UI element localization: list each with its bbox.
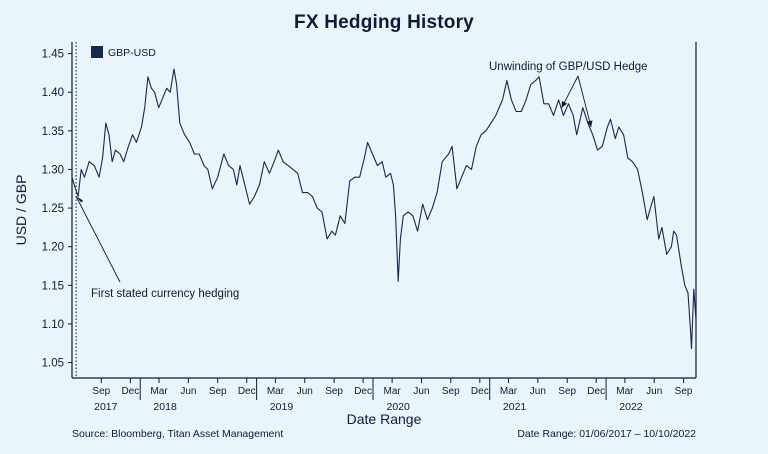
source-note: Source: Bloomberg, Titan Asset Managemen… bbox=[72, 428, 284, 440]
x-tick-label: Dec bbox=[238, 386, 256, 397]
x-tick-label: Mar bbox=[500, 386, 518, 397]
year-label: 2018 bbox=[153, 401, 177, 413]
series-line-gbp-usd bbox=[71, 68, 697, 350]
annotation-arrow-line bbox=[75, 196, 121, 283]
y-axis-title: USD / GBP bbox=[13, 175, 29, 246]
x-tick-label: Dec bbox=[354, 386, 372, 397]
x-tick-label: Dec bbox=[121, 386, 139, 397]
y-tick-label: 1.10 bbox=[42, 319, 64, 331]
x-tick-label: Sep bbox=[209, 386, 227, 397]
x-tick-label: Jun bbox=[530, 386, 546, 397]
x-tick-label: Jun bbox=[646, 386, 662, 397]
x-tick-label: Sep bbox=[92, 386, 110, 397]
chart-title: FX Hedging History bbox=[294, 12, 474, 33]
legend-swatch bbox=[91, 46, 103, 58]
year-label: 2021 bbox=[503, 401, 527, 413]
y-tick-label: 1.05 bbox=[42, 358, 64, 370]
x-tick-label: Jun bbox=[413, 386, 429, 397]
year-label: 2019 bbox=[270, 401, 294, 413]
annotation-text: Unwinding of GBP/USD Hedge bbox=[489, 61, 648, 73]
x-tick-label: Sep bbox=[558, 386, 576, 397]
annotation-text: First stated currency hedging bbox=[91, 288, 239, 300]
annotation-arrow-line bbox=[577, 75, 592, 128]
annotation-arrowhead bbox=[76, 196, 84, 203]
x-tick-label: Jun bbox=[297, 386, 313, 397]
y-tick-label: 1.25 bbox=[42, 203, 64, 215]
y-tick-label: 1.35 bbox=[42, 126, 64, 138]
x-tick-label: Sep bbox=[442, 386, 460, 397]
y-tick-label: 1.40 bbox=[42, 87, 64, 99]
x-tick-label: Dec bbox=[471, 386, 489, 397]
x-tick-label: Sep bbox=[675, 386, 693, 397]
x-tick-label: Mar bbox=[384, 386, 402, 397]
x-axis-title: Date Range bbox=[347, 411, 422, 427]
year-label: 2017 bbox=[94, 401, 118, 413]
year-label: 2020 bbox=[387, 401, 411, 413]
y-tick-label: 1.30 bbox=[42, 164, 64, 176]
x-tick-label: Mar bbox=[150, 386, 168, 397]
y-tick-label: 1.45 bbox=[42, 49, 64, 61]
x-tick-label: Jun bbox=[180, 386, 196, 397]
annotation-arrowhead bbox=[561, 100, 568, 108]
y-tick-label: 1.20 bbox=[42, 242, 64, 254]
x-tick-label: Dec bbox=[587, 386, 605, 397]
y-tick-label: 1.15 bbox=[42, 280, 64, 292]
year-label: 2022 bbox=[619, 401, 643, 413]
x-tick-label: Sep bbox=[325, 386, 343, 397]
x-tick-label: Mar bbox=[616, 386, 634, 397]
annotation-arrowhead bbox=[586, 120, 593, 127]
legend-label: GBP-USD bbox=[108, 47, 156, 59]
x-tick-label: Mar bbox=[267, 386, 285, 397]
date-range-note: Date Range: 01/06/2017 – 10/10/2022 bbox=[517, 428, 696, 440]
